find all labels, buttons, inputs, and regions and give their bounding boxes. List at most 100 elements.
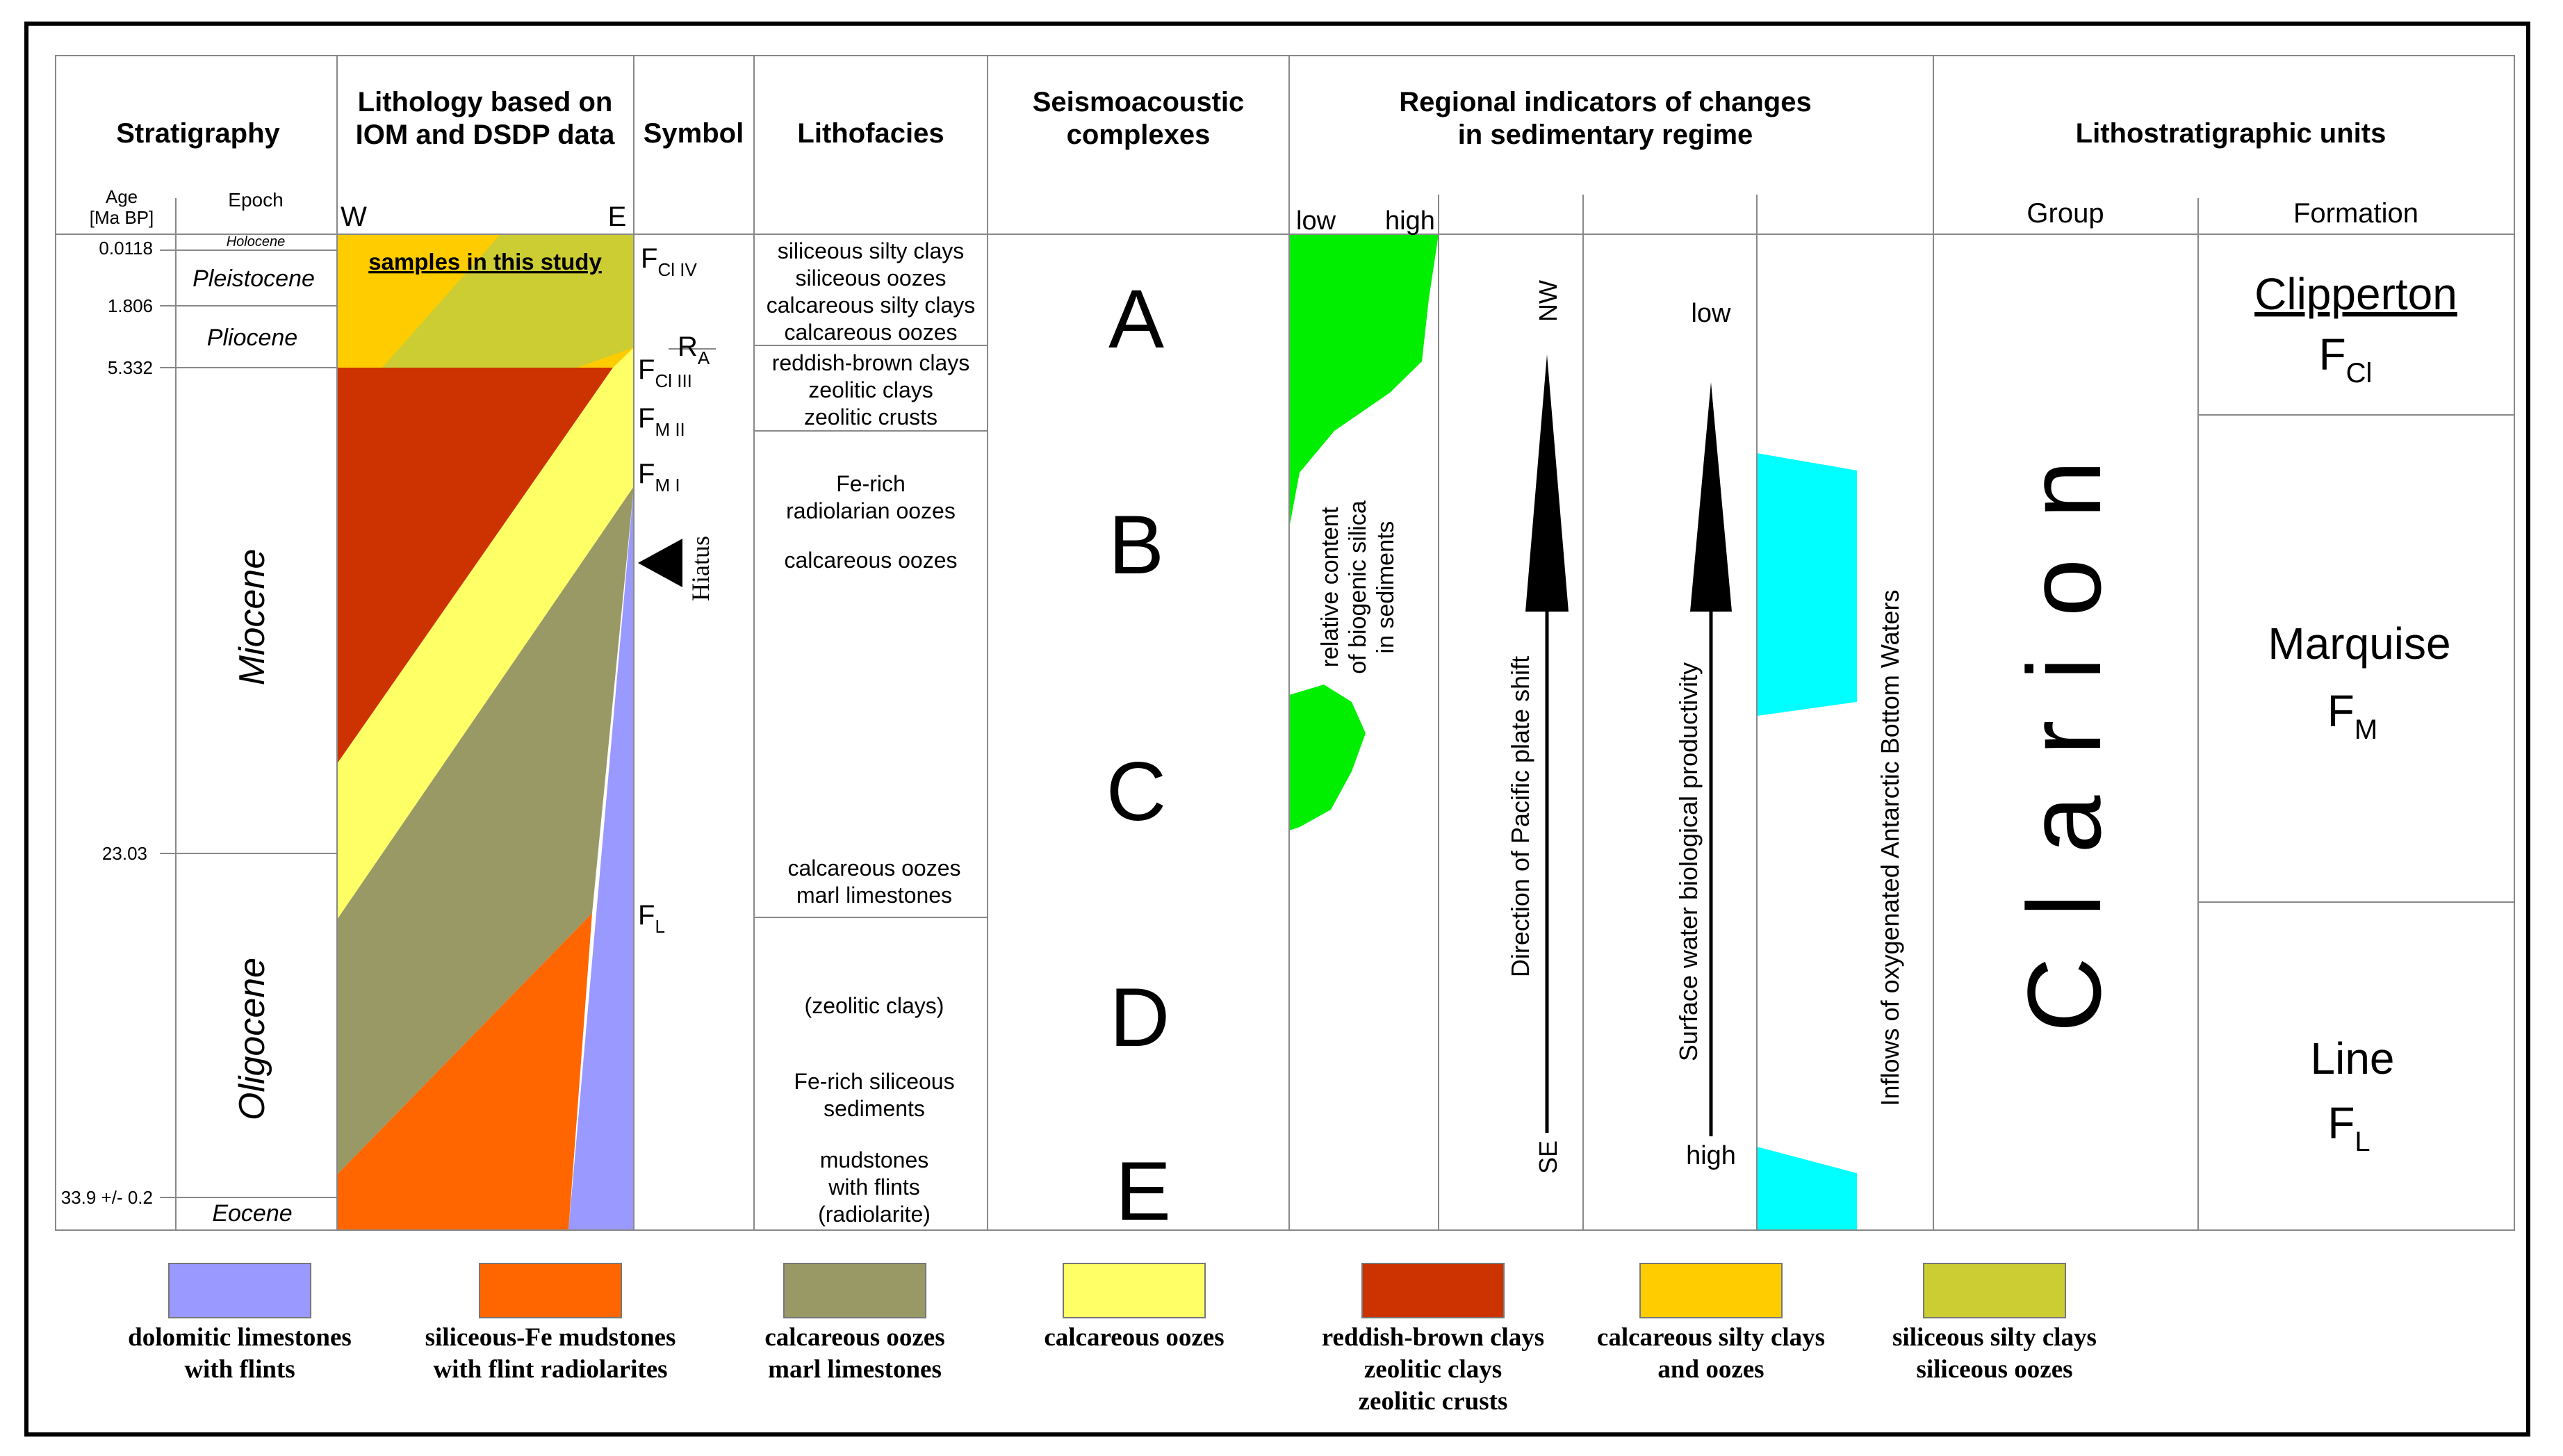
symbol-fmi: FM I	[638, 459, 680, 496]
header-lithology-2: IOM and DSDP data	[356, 120, 615, 150]
silica-label-2: of biogenic silica	[1345, 500, 1371, 674]
header-lithofacies: Lithofacies	[797, 118, 944, 149]
lithofacies-item: with flints	[828, 1175, 920, 1200]
plate-label: Direction of Pacific plate shift	[1506, 656, 1534, 977]
lithofacies-item: reddish-brown clays	[772, 350, 970, 375]
legend-swatch	[783, 1263, 926, 1318]
silica-curve-lower	[1289, 685, 1366, 831]
epoch-holocene: Holocene	[227, 234, 286, 250]
legend-label: calcareous oozes	[1044, 1323, 1224, 1352]
productivity-label: Surface water biological productivity	[1674, 662, 1703, 1061]
dolomitic-limestones-area	[568, 486, 634, 1230]
legend-swatch	[1639, 1263, 1783, 1318]
epoch-pliocene: Pliocene	[207, 325, 297, 351]
silica-low: low	[1296, 206, 1336, 236]
symbol-fciii: FCl III	[638, 354, 692, 391]
legend-label: dolomitic limestones	[128, 1323, 352, 1352]
lithofacies-item: zeolitic clays	[808, 377, 933, 402]
table-grid	[55, 55, 2515, 1231]
formation-marquise-symbol: FM	[2327, 686, 2377, 745]
epoch-pleistocene: Pleistocene	[193, 265, 315, 292]
group-clarion: Clarion	[2006, 420, 2122, 1032]
legend-label: calcareous oozes	[764, 1323, 944, 1352]
legend-label: with flints	[184, 1355, 295, 1384]
east-label: E	[608, 202, 627, 232]
symbols: FCl IV RA FCl III FM II FM I FL	[638, 243, 710, 937]
symbol-fmii: FM II	[638, 403, 685, 440]
legend: dolomitic limestones with flints siliceous…	[128, 1263, 2097, 1416]
lithofacies-item: calcareous silty clays	[767, 293, 976, 318]
hiatus-triangle-icon	[638, 539, 682, 587]
plate-shift-arrow: NW SE Direction of Pacific plate shift	[1506, 280, 1569, 1174]
west-label: W	[341, 202, 367, 232]
calcareous-oozes-area	[337, 347, 634, 919]
formation-marquise: Marquise	[2268, 619, 2450, 669]
epoch-miocene: Miocene	[232, 549, 272, 686]
lithofacies-list: siliceous silty clays siliceous oozes ca…	[767, 238, 976, 1227]
age-ticks: 0.0118 1.806 5.332 23.03 33.9 +/- 0.2	[61, 238, 153, 1208]
formation-label: Formation	[2293, 198, 2418, 229]
plate-nw: NW	[1534, 280, 1562, 322]
lithofacies-item: calcareous oozes	[787, 856, 960, 881]
header-stratigraphy: Stratigraphy	[116, 118, 280, 149]
lithofacies-item: marl limestones	[796, 883, 952, 908]
age-tick: 0.0118	[99, 238, 153, 259]
productivity-low: low	[1691, 299, 1731, 328]
age-tick: 33.9 +/- 0.2	[61, 1187, 153, 1208]
lithofacies-item: Fe-rich	[836, 471, 906, 496]
epoch-oligocene: Oligocene	[232, 958, 272, 1120]
plate-se: SE	[1534, 1140, 1562, 1174]
legend-label: and oozes	[1657, 1355, 1764, 1384]
lithofacies-item: (zeolitic clays)	[805, 993, 944, 1018]
age-tick: 5.332	[108, 357, 153, 378]
siliceous-fe-mudstones-area	[337, 913, 592, 1230]
lithofacies-item: mudstones	[820, 1147, 929, 1172]
lithofacies-item: calcareous oozes	[784, 320, 957, 345]
header-symbol: Symbol	[644, 118, 744, 149]
formation-clipperton-symbol: FCl	[2319, 329, 2373, 388]
complex-d: D	[1110, 971, 1170, 1064]
legend-swatch	[1361, 1263, 1505, 1318]
formation-line: Line	[2311, 1033, 2395, 1083]
calcareous-oozes-marl-area	[337, 486, 634, 1175]
legend-swatch	[168, 1263, 311, 1318]
outer-frame	[24, 22, 2530, 1437]
plate-arrow-head-icon	[1525, 354, 1569, 612]
sub-headers: Age [Ma BP] Epoch W E Group Formation	[90, 186, 2418, 232]
header-litho-units: Lithostratigraphic units	[2076, 118, 2386, 149]
lithofacies-item: (radiolarite)	[818, 1202, 931, 1227]
legend-label: calcareous silty clays	[1597, 1323, 1825, 1352]
silica-label-3: in sediments	[1373, 521, 1399, 654]
epoch-label: Epoch	[228, 189, 283, 211]
aabw-inflow-lower	[1757, 1147, 1857, 1230]
complex-e: E	[1115, 1145, 1171, 1238]
silica-label-1: relative content	[1317, 507, 1343, 667]
seismo-complexes: A B C D E	[1106, 272, 1171, 1238]
aabw-inflow-upper	[1757, 453, 1857, 716]
complex-b: B	[1108, 498, 1164, 591]
productivity-arrow-head-icon	[1690, 382, 1732, 612]
group-label: Group	[2026, 198, 2104, 229]
legend-swatch	[1923, 1263, 2066, 1318]
complex-c: C	[1106, 745, 1167, 838]
header-regional-2: in sedimentary regime	[1458, 120, 1753, 150]
samples-label: samples in this study	[368, 249, 602, 275]
symbol-fl: FL	[638, 900, 665, 937]
lithofacies-item: sediments	[824, 1096, 925, 1121]
symbol-fciv: FCl IV	[641, 243, 697, 280]
complex-a: A	[1108, 272, 1164, 366]
formation-clipperton: Clipperton	[2254, 269, 2457, 319]
lithofacies-item: Fe-rich siliceous	[794, 1069, 954, 1094]
epochs: Holocene Pleistocene Pliocene Miocene Ol…	[193, 234, 315, 1227]
formations: Clipperton FCl Marquise FM Line FL	[2254, 269, 2457, 1157]
legend-label: siliceous-Fe mudstones	[425, 1323, 676, 1352]
lithofacies-item: calcareous oozes	[784, 548, 957, 573]
legend-swatch	[1063, 1263, 1206, 1318]
legend-label: zeolitic clays	[1364, 1355, 1502, 1384]
lithofacies-item: siliceous oozes	[796, 265, 947, 291]
productivity-high: high	[1686, 1141, 1736, 1170]
lithofacies-item: zeolitic crusts	[804, 404, 937, 430]
aabw-label: Inflows of oxygenated Antarctic Bottom W…	[1876, 589, 1904, 1106]
silica-high: high	[1385, 206, 1435, 236]
